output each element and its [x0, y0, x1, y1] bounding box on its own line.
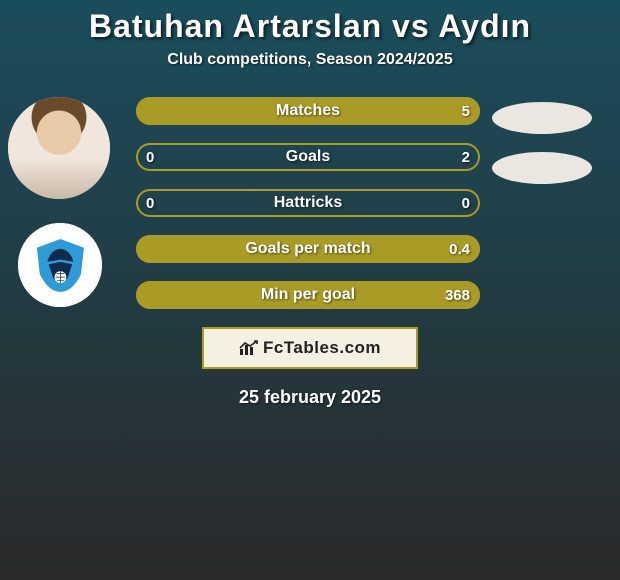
stat-bar: Matches 5: [136, 97, 480, 125]
stat-right-value: 368: [445, 287, 470, 304]
left-avatars: [8, 89, 118, 307]
stat-right-value: 0.4: [449, 241, 470, 258]
crest-icon: [31, 236, 90, 295]
player1-face: [8, 97, 110, 199]
stat-label: Hattricks: [274, 194, 342, 212]
player2-crest: [18, 223, 102, 307]
stat-bars: Matches 5 0 Goals 2 0 Hattricks 0 Goals per matc…: [136, 97, 480, 309]
stat-bar: Goals per match 0.4: [136, 235, 480, 263]
page-subtitle: Club competitions, Season 2024/2025: [0, 51, 620, 69]
main-area: Matches 5 0 Goals 2 0 Hattricks 0 Goals per matc…: [0, 97, 620, 309]
stat-right-value: 2: [462, 149, 470, 166]
stat-bar: Min per goal 368: [136, 281, 480, 309]
crest-wrap: [18, 223, 102, 307]
stat-right-value: 0: [462, 195, 470, 212]
right-ovals: [492, 102, 602, 202]
branding-label: FcTables.com: [263, 338, 381, 357]
chart-icon: [239, 340, 259, 356]
footer: FcTables.com 25 february 2025: [0, 327, 620, 408]
snapshot-date: 25 february 2025: [0, 387, 620, 408]
stat-right-value: 5: [462, 103, 470, 120]
page-title: Batuhan Artarslan vs Aydın: [0, 8, 620, 45]
stat-left-value: 0: [146, 195, 154, 212]
player1-avatar: [8, 97, 110, 199]
stat-bar: 0 Goals 2: [136, 143, 480, 171]
stat-label: Goals: [286, 148, 330, 166]
branding-badge: FcTables.com: [202, 327, 418, 369]
stat-label: Matches: [276, 102, 340, 120]
comparison-card: Batuhan Artarslan vs Aydın Club competit…: [0, 0, 620, 580]
stat-label: Goals per match: [245, 240, 370, 258]
player2-placeholder-oval: [492, 152, 592, 184]
stat-label: Min per goal: [261, 286, 355, 304]
stat-left-value: 0: [146, 149, 154, 166]
stat-bar: 0 Hattricks 0: [136, 189, 480, 217]
player2-placeholder-oval: [492, 102, 592, 134]
